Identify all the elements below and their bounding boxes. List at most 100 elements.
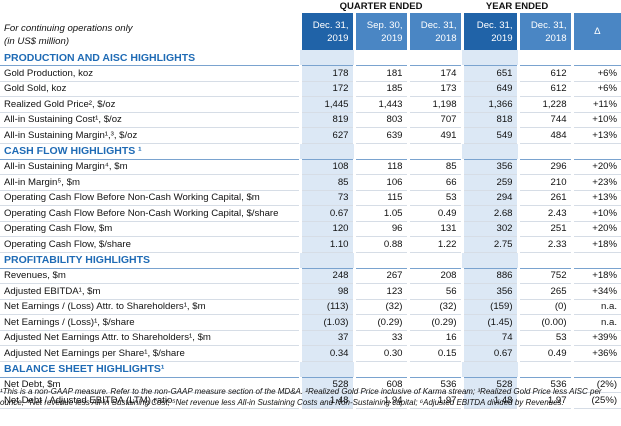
value-cell: 608 [352, 377, 408, 393]
section-cell [572, 252, 621, 269]
value-cell: 0.49 [406, 205, 463, 222]
value-cell: 886 [460, 268, 519, 284]
value-cell: 0.15 [406, 345, 463, 362]
value-cell: 0.49 [516, 345, 573, 362]
row-label: Net Debt / Adjusted EBITDA (LTM) ratio [0, 392, 300, 409]
column-header-line: Sep. 30, [366, 19, 403, 31]
value-cell: 302 [460, 221, 519, 237]
row-label: Operating Cash Flow Before Non-Cash Work… [0, 205, 300, 222]
value-cell: 528 [460, 377, 519, 393]
column-header-line: Dec. 31, [530, 19, 567, 31]
section-cell [462, 361, 519, 378]
value-cell: 74 [460, 330, 519, 346]
section-title: BALANCE SHEET HIGHLIGHTS¹ [0, 361, 300, 378]
value-cell: 1.05 [352, 205, 408, 222]
value-cell: +13% [570, 190, 621, 206]
value-cell: 85 [406, 159, 463, 175]
column-header-line: Δ [594, 26, 601, 37]
value-cell: 294 [460, 190, 519, 206]
value-cell: +18% [570, 236, 621, 253]
column-header-line: 2019 [491, 32, 513, 44]
value-cell: 248 [298, 268, 354, 284]
value-cell: 612 [516, 81, 573, 97]
value-cell: 96 [352, 221, 408, 237]
value-cell: 549 [460, 127, 519, 144]
data-row: Operating Cash Flow, $/share 1.10 0.88 1.22… [0, 236, 621, 253]
data-row: All-in Margin⁵, $m 85 106 66 259 210 +23% [0, 174, 621, 191]
value-cell: 174 [406, 65, 463, 82]
value-cell: 37 [298, 330, 354, 346]
section-title: PRODUCTION AND AISC HIGHLIGHTS [0, 50, 300, 66]
column-header-line: 2019 [381, 32, 403, 44]
column-header: Sep. 30, 2019 [352, 13, 408, 50]
value-cell: 56 [406, 283, 463, 300]
data-row: Net Earnings / (Loss) Attr. to Sharehold… [0, 299, 621, 315]
value-cell: +6% [570, 81, 621, 97]
value-cell: +18% [570, 268, 621, 284]
column-header-line: 2018 [545, 32, 567, 44]
value-cell: 536 [406, 377, 463, 393]
data-row: Net Debt, $m 528 608 536 528 536 (2%) [0, 377, 621, 393]
column-header: Dec. 31, 2019 [298, 13, 354, 50]
section-cell [354, 361, 408, 378]
value-cell: 1.22 [406, 236, 463, 253]
section-cell [518, 361, 573, 378]
section-cell [408, 143, 463, 160]
value-cell: 1.10 [298, 236, 354, 253]
row-label: Net Earnings / (Loss) Attr. to Sharehold… [0, 299, 300, 315]
row-label: All-in Sustaining Margin⁴, $m [0, 159, 300, 175]
value-cell: 528 [298, 377, 354, 393]
value-cell: 251 [516, 221, 573, 237]
note-line: For continuing operations only [4, 23, 133, 34]
value-cell: 752 [516, 268, 573, 284]
value-cell: 627 [298, 127, 354, 144]
blank-cell [0, 0, 300, 13]
value-cell: 612 [516, 65, 573, 82]
value-cell: 118 [352, 159, 408, 175]
row-label: Adjusted Net Earnings per Share¹, $/shar… [0, 345, 300, 362]
value-cell: 0.34 [298, 345, 354, 362]
value-cell: (0.29) [406, 314, 463, 331]
value-cell: (159) [460, 299, 519, 315]
data-row: Adjusted EBITDA¹, $m 98 123 56 356 265 +34% [0, 283, 621, 300]
value-cell: 1,366 [460, 96, 519, 113]
data-row: All-in Sustaining Margin⁴, $m 108 118 85 356… [0, 159, 621, 175]
value-cell: 2.68 [460, 205, 519, 222]
value-cell: 0.88 [352, 236, 408, 253]
column-header: Dec. 31, 2018 [406, 13, 463, 50]
value-cell: 261 [516, 190, 573, 206]
value-cell: +10% [570, 205, 621, 222]
row-label: Gold Sold, koz [0, 81, 300, 97]
value-cell: (32) [406, 299, 463, 315]
section-cell [462, 252, 519, 269]
value-cell: 356 [460, 283, 519, 300]
value-cell: +11% [570, 96, 621, 113]
value-cell: (113) [298, 299, 354, 315]
value-cell: (25%) [570, 392, 621, 409]
value-cell: 120 [298, 221, 354, 237]
section-cell [354, 143, 408, 160]
value-cell: 2.43 [516, 205, 573, 222]
group-header: QUARTER ENDED [339, 1, 423, 12]
group-header: YEAR ENDED [485, 1, 549, 12]
value-cell: 819 [298, 112, 354, 128]
row-label: Adjusted EBITDA¹, $m [0, 283, 300, 300]
value-cell: +23% [570, 174, 621, 191]
value-cell: 1,228 [516, 96, 573, 113]
value-cell: 178 [298, 65, 354, 82]
value-cell: 108 [298, 159, 354, 175]
value-cell: 123 [352, 283, 408, 300]
value-cell: 651 [460, 65, 519, 82]
value-cell: (1.03) [298, 314, 354, 331]
section-cell [408, 252, 463, 269]
row-label: All-in Sustaining Margin¹,³, $/oz [0, 127, 300, 144]
value-cell: 1,198 [406, 96, 463, 113]
value-cell: 2.75 [460, 236, 519, 253]
row-label: Operating Cash Flow, $m [0, 221, 300, 237]
footnote: ¹This is a non-GAAP measure. Refer to th… [0, 387, 602, 407]
value-cell: 356 [460, 159, 519, 175]
row-label: All-in Sustaining Cost¹, $/oz [0, 112, 300, 128]
column-header-line: Dec. 31, [476, 19, 513, 31]
value-cell: 131 [406, 221, 463, 237]
